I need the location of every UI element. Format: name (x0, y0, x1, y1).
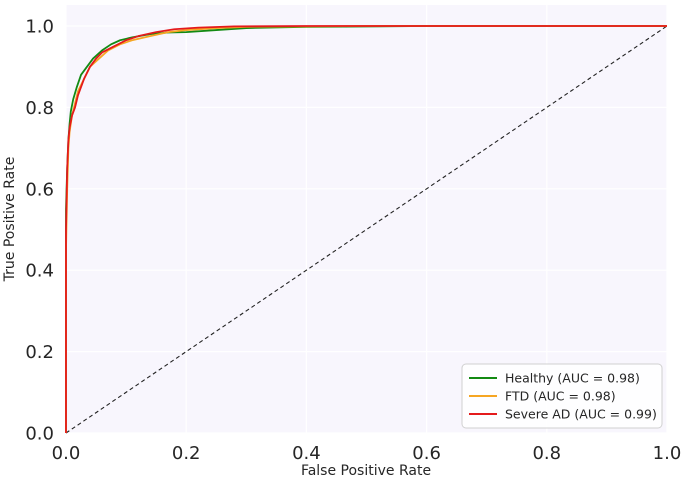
legend-label-healthy: Healthy (AUC = 0.98) (505, 371, 640, 386)
y-tick-label: 0.2 (25, 342, 54, 363)
x-axis-ticks: 0.0 0.2 0.4 0.6 0.8 1.0 (52, 443, 682, 464)
plot-area (66, 5, 667, 433)
x-tick-label: 0.0 (52, 443, 81, 464)
x-tick-label: 0.2 (172, 443, 201, 464)
chance-line (65, 25, 668, 434)
y-tick-label: 0.0 (25, 424, 54, 445)
legend-box (461, 363, 663, 429)
x-tick-label: 0.8 (532, 443, 561, 464)
y-axis-label: True Positive Rate (2, 157, 18, 283)
y-tick-label: 0.6 (25, 179, 54, 200)
y-tick-label: 1.0 (25, 17, 54, 38)
x-tick-label: 1.0 (653, 443, 682, 464)
x-axis-label: False Positive Rate (301, 463, 431, 479)
roc-curve-severe-ad (65, 25, 667, 433)
x-tick-label: 0.6 (412, 443, 441, 464)
legend-label-ftd: FTD (AUC = 0.98) (505, 389, 616, 404)
grid (65, 5, 668, 434)
reference-diagonal (65, 25, 668, 434)
y-tick-label: 0.8 (25, 98, 54, 119)
series-lines (65, 25, 667, 433)
legend: Healthy (AUC = 0.98) FTD (AUC = 0.98) Se… (461, 363, 663, 429)
x-tick-label: 0.4 (292, 443, 321, 464)
y-tick-label: 0.4 (25, 261, 54, 282)
y-axis-ticks: 0.0 0.2 0.4 0.6 0.8 1.0 (25, 17, 54, 445)
legend-label-severe-ad: Severe AD (AUC = 0.99) (505, 407, 657, 422)
